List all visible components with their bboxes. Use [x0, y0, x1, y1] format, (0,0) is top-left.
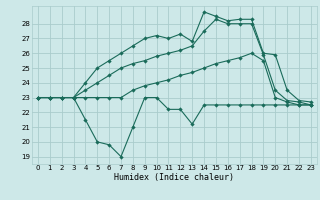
X-axis label: Humidex (Indice chaleur): Humidex (Indice chaleur)	[115, 173, 234, 182]
